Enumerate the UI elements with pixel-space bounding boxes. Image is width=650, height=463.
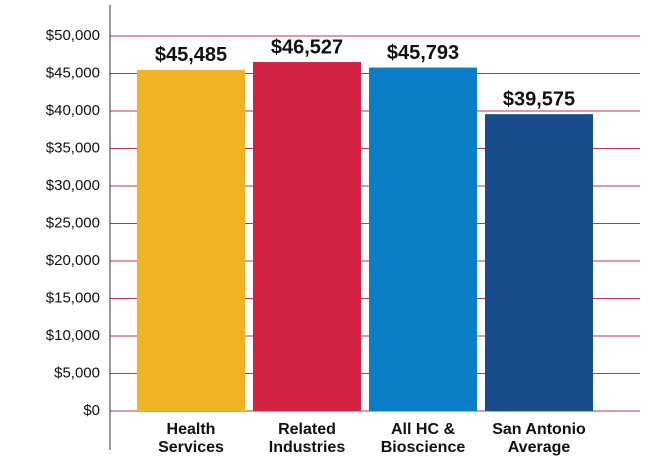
y-tick-label: $50,000 <box>46 27 100 44</box>
bar <box>253 62 361 412</box>
x-tick-label: All HC & Bioscience <box>380 421 466 456</box>
y-tick-label: $35,000 <box>46 139 100 156</box>
bar <box>137 69 245 412</box>
value-label: $45,485 <box>155 44 227 66</box>
x-tick-label: Health Services <box>158 421 224 456</box>
bar <box>485 114 593 411</box>
value-label: $46,527 <box>271 36 343 58</box>
y-tick-label: $30,000 <box>46 177 100 194</box>
y-tick-label: $15,000 <box>46 289 100 306</box>
x-tick-label: San Antonio Average <box>492 421 586 456</box>
y-tick-label: $25,000 <box>46 214 100 231</box>
bar <box>369 67 477 412</box>
y-tick-label: $45,000 <box>46 64 100 81</box>
value-label: $45,793 <box>387 42 459 64</box>
value-label: $39,575 <box>503 88 575 110</box>
y-tick-label: $10,000 <box>46 327 100 344</box>
y-tick-label: $5,000 <box>54 364 100 381</box>
y-tick-label: $40,000 <box>46 102 100 119</box>
x-tick-label: Related Industries <box>268 421 346 456</box>
y-tick-label: $20,000 <box>46 252 100 269</box>
y-tick-label: $0 <box>83 402 100 419</box>
